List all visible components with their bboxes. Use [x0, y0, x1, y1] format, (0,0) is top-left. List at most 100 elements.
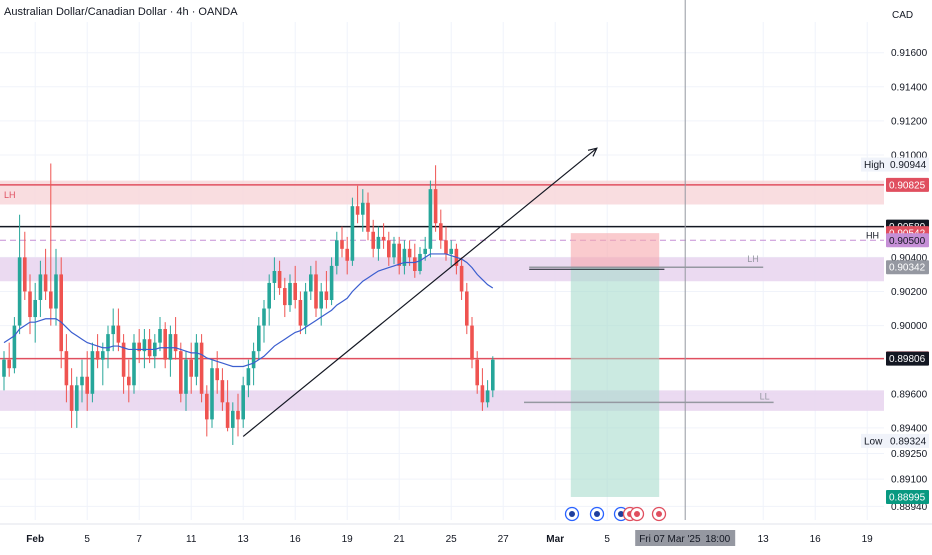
candle-body[interactable]	[215, 368, 219, 381]
candle-body[interactable]	[69, 385, 74, 411]
candle-body[interactable]	[184, 359, 188, 394]
candle-body[interactable]	[23, 257, 27, 292]
candle-body[interactable]	[345, 248, 349, 261]
candle-body[interactable]	[199, 342, 204, 394]
candle-body[interactable]	[433, 189, 438, 224]
candle-body[interactable]	[168, 334, 173, 360]
annotation-lh-left: LH	[4, 190, 16, 200]
candle-body[interactable]	[54, 274, 58, 309]
candle-body[interactable]	[257, 325, 261, 352]
candle-body[interactable]	[106, 334, 110, 352]
candle-body[interactable]	[75, 385, 79, 411]
crosshair-date-badge	[635, 530, 736, 546]
candle-body[interactable]	[298, 299, 303, 326]
candle-body[interactable]	[231, 410, 235, 428]
candle-body[interactable]	[241, 385, 245, 420]
candle-body[interactable]	[33, 299, 37, 318]
candle-body[interactable]	[392, 243, 396, 258]
candle-body[interactable]	[225, 402, 230, 428]
candle-body[interactable]	[101, 351, 105, 360]
price-label-bg	[886, 260, 929, 275]
candle-body[interactable]	[283, 288, 287, 306]
candle-body[interactable]	[17, 257, 22, 326]
candle-body[interactable]	[376, 236, 381, 249]
trendline	[242, 147, 598, 437]
candle-body[interactable]	[449, 248, 453, 254]
candle-body[interactable]	[179, 351, 183, 394]
candle-body[interactable]	[277, 271, 282, 289]
candle-body[interactable]	[137, 342, 141, 352]
candle-body[interactable]	[236, 410, 240, 420]
candle-body[interactable]	[319, 291, 323, 309]
candle-body[interactable]	[475, 359, 479, 386]
candle-body[interactable]	[485, 390, 490, 403]
candle-body[interactable]	[205, 393, 209, 420]
candle-body[interactable]	[64, 351, 69, 386]
candle-body[interactable]	[407, 248, 412, 258]
candle-body[interactable]	[387, 240, 391, 258]
candle-body[interactable]	[267, 282, 271, 309]
candle-body[interactable]	[95, 351, 100, 360]
y-tick-label: 0.89400	[891, 423, 928, 434]
candle-body[interactable]	[194, 342, 199, 377]
candle-body[interactable]	[335, 240, 339, 266]
candle-body[interactable]	[314, 274, 318, 309]
candle-body[interactable]	[423, 248, 427, 254]
candle-body[interactable]	[158, 328, 162, 343]
candle-body[interactable]	[163, 328, 167, 360]
candle-body[interactable]	[428, 189, 433, 249]
candle-body[interactable]	[111, 325, 115, 335]
candle-body[interactable]	[220, 380, 225, 403]
candle-body[interactable]	[80, 376, 84, 386]
candle-body[interactable]	[366, 202, 370, 232]
candle-body[interactable]	[12, 325, 17, 369]
candle-body[interactable]	[28, 291, 32, 318]
candle-body[interactable]	[397, 243, 401, 266]
candle-body[interactable]	[59, 274, 63, 352]
candle-body[interactable]	[444, 240, 448, 254]
candle-body[interactable]	[309, 274, 313, 292]
candle-body[interactable]	[293, 282, 297, 300]
candle-body[interactable]	[418, 253, 422, 271]
candle-body[interactable]	[85, 376, 89, 394]
candle-body[interactable]	[480, 385, 485, 403]
candle-body[interactable]	[189, 359, 193, 377]
candle-body[interactable]	[272, 271, 277, 283]
candle-body[interactable]	[262, 308, 266, 326]
candle-body[interactable]	[147, 339, 152, 357]
candle-body[interactable]	[491, 359, 495, 391]
candle-body[interactable]	[116, 325, 121, 343]
candle-body[interactable]	[90, 351, 95, 394]
candle-body[interactable]	[127, 376, 131, 386]
candle-body[interactable]	[132, 342, 136, 386]
candle-body[interactable]	[470, 325, 474, 360]
candle-body[interactable]	[340, 240, 344, 249]
candle-body[interactable]	[2, 359, 6, 377]
candle-body[interactable]	[371, 231, 375, 249]
candle-body[interactable]	[7, 359, 11, 369]
candle-body[interactable]	[38, 274, 43, 300]
candle-body[interactable]	[49, 291, 53, 309]
candle-body[interactable]	[459, 265, 464, 292]
candle-body[interactable]	[402, 248, 407, 266]
x-tick-label: 13	[758, 534, 770, 545]
candle-body[interactable]	[251, 351, 256, 369]
candle-body[interactable]	[210, 368, 214, 420]
candle-body[interactable]	[361, 202, 365, 215]
candle-body[interactable]	[355, 206, 360, 215]
candle-body[interactable]	[439, 223, 443, 241]
candle-body[interactable]	[324, 291, 329, 300]
candle-body[interactable]	[43, 274, 48, 292]
candle-body[interactable]	[381, 236, 386, 241]
candle-body[interactable]	[303, 291, 308, 326]
candle-body[interactable]	[288, 282, 292, 306]
candle-body[interactable]	[121, 342, 126, 377]
candle-body[interactable]	[142, 339, 147, 352]
candle-body[interactable]	[173, 334, 178, 352]
candle-body[interactable]	[329, 265, 334, 300]
candle-body[interactable]	[465, 291, 469, 326]
candle-body[interactable]	[350, 206, 355, 261]
candle-body[interactable]	[413, 257, 417, 271]
candle-body[interactable]	[246, 368, 251, 386]
